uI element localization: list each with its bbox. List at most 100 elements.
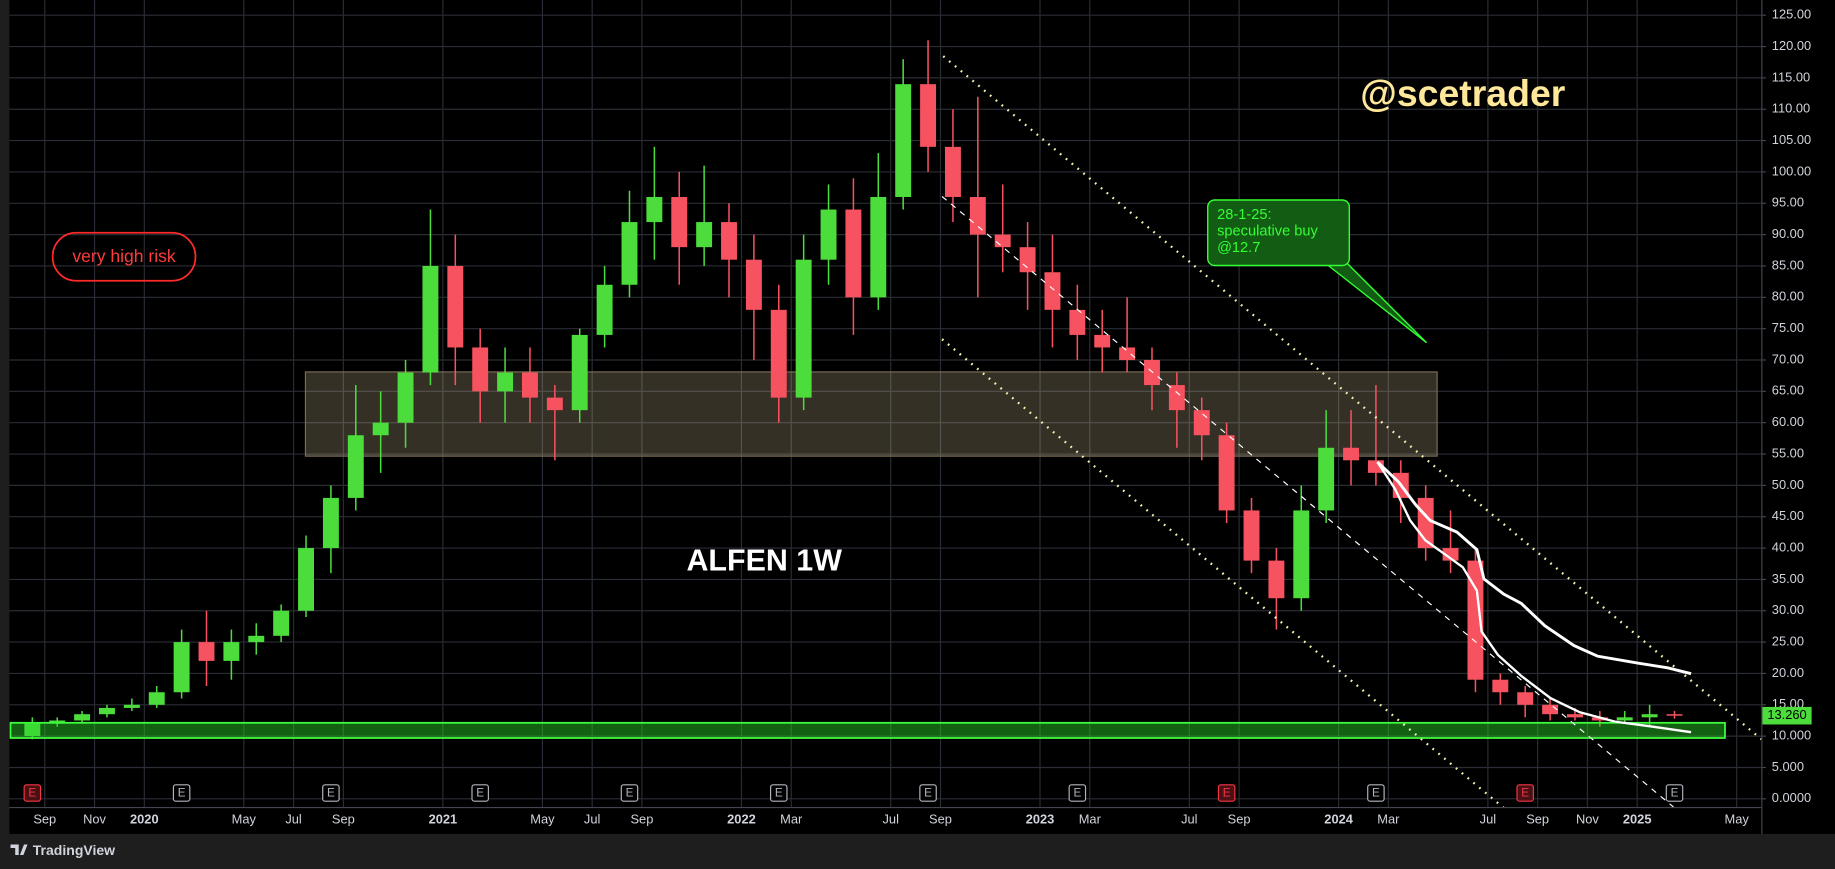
candle-body bbox=[1293, 510, 1310, 599]
earnings-marker bbox=[172, 784, 191, 802]
candle-body bbox=[273, 610, 290, 636]
trend-curve bbox=[1376, 461, 1692, 734]
x-tick-label: 2021 bbox=[429, 811, 458, 826]
x-tick-label: Mar bbox=[780, 811, 803, 826]
candle-body bbox=[596, 284, 613, 335]
callout-text: speculative buy bbox=[1217, 223, 1318, 239]
x-tick-label: 2023 bbox=[1026, 811, 1055, 826]
risk-box bbox=[51, 231, 197, 282]
y-tick-label: 20.00 bbox=[1772, 665, 1804, 680]
candle-body bbox=[1044, 272, 1061, 310]
y-tick-label: 25.00 bbox=[1772, 633, 1804, 648]
candle-body bbox=[1492, 679, 1509, 693]
earnings-label: E bbox=[327, 787, 335, 800]
earnings-marker bbox=[1068, 784, 1087, 802]
candle-body bbox=[621, 222, 638, 285]
candle-body bbox=[1069, 309, 1086, 335]
x-tick-label: 2020 bbox=[130, 811, 159, 826]
x-tick-label: Jul bbox=[584, 811, 600, 826]
earnings-label: E bbox=[1671, 787, 1679, 800]
earnings-label: E bbox=[28, 787, 36, 800]
earnings-label: E bbox=[924, 787, 932, 800]
y-tick-label: 60.00 bbox=[1772, 414, 1804, 429]
earnings-label: E bbox=[1372, 787, 1380, 800]
drawings: 28-1-25: speculative buy @12.7 very high… bbox=[9, 55, 1762, 808]
footer: TradingView bbox=[10, 842, 115, 858]
y-tick-label: 0.0000 bbox=[1772, 790, 1811, 805]
earnings-marker bbox=[769, 784, 788, 802]
x-tick-label: Mar bbox=[1079, 811, 1102, 826]
candle-body bbox=[994, 234, 1011, 248]
candle-body bbox=[770, 309, 787, 398]
y-tick-label: 95.00 bbox=[1772, 195, 1804, 210]
candle-body bbox=[546, 397, 563, 411]
candle-body bbox=[1243, 510, 1260, 561]
y-tick-label: 115.00 bbox=[1772, 69, 1810, 84]
y-tick-label: 5.000 bbox=[1772, 759, 1804, 774]
y-tick-label: 10.000 bbox=[1772, 728, 1811, 743]
candle-body bbox=[1542, 704, 1559, 715]
candle-body bbox=[1193, 410, 1210, 436]
earnings-marker bbox=[23, 784, 42, 802]
candle-body bbox=[845, 209, 862, 298]
y-tick-label: 30.00 bbox=[1772, 602, 1804, 617]
y-tick-label: 105.00 bbox=[1772, 132, 1811, 147]
earnings-label: E bbox=[1521, 787, 1529, 800]
candle-body bbox=[1567, 714, 1583, 718]
chart-title: ALFEN 1W bbox=[686, 544, 842, 578]
candle-body bbox=[298, 548, 314, 611]
y-tick-label: 80.00 bbox=[1772, 289, 1804, 304]
x-tick-label: Sep bbox=[1228, 811, 1251, 826]
candle-body bbox=[1666, 714, 1683, 716]
candle-body bbox=[1442, 548, 1459, 561]
y-tick-label: 45.00 bbox=[1772, 508, 1804, 523]
y-tick-label: 70.00 bbox=[1772, 351, 1804, 366]
candle-body bbox=[1616, 717, 1633, 721]
candle-body bbox=[1467, 560, 1484, 680]
support-zone bbox=[9, 721, 1726, 739]
x-tick-label: May bbox=[232, 811, 257, 826]
y-tick-label: 55.00 bbox=[1772, 445, 1804, 460]
earnings-marker bbox=[322, 784, 340, 802]
x-tick-label: Mar bbox=[1377, 811, 1400, 826]
y-tick-label: 90.00 bbox=[1772, 226, 1804, 241]
zones bbox=[304, 371, 1438, 457]
risk-note: very high risk bbox=[72, 246, 176, 266]
y-tick-label: 100.00 bbox=[1772, 163, 1811, 178]
x-tick-label: Sep bbox=[332, 811, 355, 826]
candle-body bbox=[1019, 247, 1036, 273]
candle-body bbox=[745, 259, 762, 310]
candle-body bbox=[1641, 714, 1658, 718]
candle-body bbox=[696, 222, 713, 248]
earnings-marker bbox=[919, 784, 937, 802]
x-tick-label: May bbox=[1725, 811, 1750, 826]
candle-body bbox=[1343, 447, 1360, 461]
candle-body bbox=[820, 209, 837, 260]
earnings-label: E bbox=[1223, 787, 1231, 800]
candle-body bbox=[248, 635, 265, 643]
x-tick-label: 2025 bbox=[1623, 811, 1652, 826]
channel-upper bbox=[942, 55, 1762, 741]
candle-body bbox=[372, 422, 389, 436]
earnings-label: E bbox=[178, 787, 186, 800]
trend-curve bbox=[1376, 460, 1692, 676]
candle-body bbox=[497, 372, 514, 392]
y-tick-label: 120.00 bbox=[1772, 38, 1811, 53]
candle-body bbox=[571, 334, 588, 411]
candle-body bbox=[944, 146, 961, 198]
candle-body bbox=[795, 259, 812, 398]
candle-body bbox=[397, 372, 414, 423]
candle-body bbox=[223, 642, 240, 661]
last-price-label: 13.260 bbox=[1767, 707, 1806, 722]
candle-body bbox=[1218, 435, 1235, 511]
x-tick-label: 2024 bbox=[1324, 811, 1353, 826]
earnings-label: E bbox=[775, 787, 783, 800]
x-tick-label: 2022 bbox=[727, 811, 756, 826]
x-tick-label: Jul bbox=[1480, 811, 1496, 826]
candle-body bbox=[870, 197, 887, 298]
candle-body bbox=[646, 197, 663, 223]
y-tick-label: 40.00 bbox=[1772, 539, 1804, 554]
x-tick-label: Sep bbox=[1526, 811, 1549, 826]
x-tick-label: Jul bbox=[883, 811, 899, 826]
